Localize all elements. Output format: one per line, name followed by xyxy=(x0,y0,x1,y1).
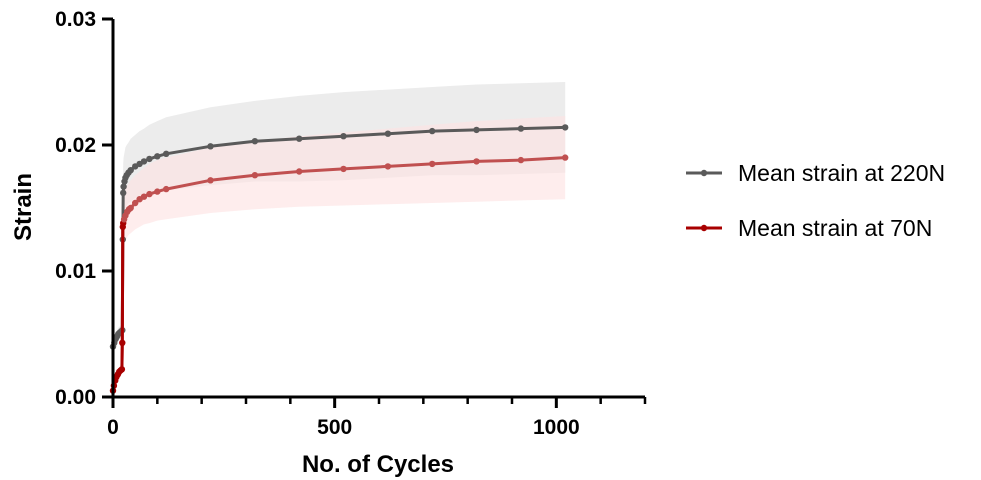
point-series-1 xyxy=(120,183,127,190)
point-series-2 xyxy=(207,177,214,184)
y-axis-title: Strain xyxy=(10,173,37,241)
point-series-2 xyxy=(340,165,347,173)
point-series-2 xyxy=(562,154,569,161)
point-series-1 xyxy=(517,125,525,132)
point-series-1 xyxy=(473,126,480,134)
x-tick-label: 0 xyxy=(107,416,119,439)
legend: Mean strain at 220N Mean strain at 70N xyxy=(686,160,945,241)
point-series-1 xyxy=(140,158,148,165)
point-series-2 xyxy=(140,193,148,200)
point-series-2 xyxy=(251,172,259,179)
band-series-2 xyxy=(113,116,566,395)
y-tick-label: 0.03 xyxy=(55,8,96,31)
point-series-2 xyxy=(384,163,392,170)
point-series-2 xyxy=(296,168,303,175)
point-series-2 xyxy=(119,339,126,346)
point-series-1 xyxy=(296,135,303,142)
point-series-2 xyxy=(118,366,126,373)
point-series-1 xyxy=(384,130,392,137)
point-series-1 xyxy=(207,143,214,150)
point-series-1 xyxy=(163,150,170,157)
y-tick-label: 0.01 xyxy=(55,260,96,283)
point-series-1 xyxy=(340,133,347,140)
legend-marker-series-2 xyxy=(700,224,708,232)
point-series-2 xyxy=(146,190,153,198)
x-tick-label: 1000 xyxy=(533,416,580,439)
point-series-1 xyxy=(146,155,153,163)
x-tick-label: 500 xyxy=(317,416,352,439)
legend-label-series-2: Mean strain at 70N xyxy=(738,215,932,241)
point-series-1 xyxy=(429,127,436,135)
legend-marker-series-1 xyxy=(700,169,708,177)
point-series-1 xyxy=(251,138,259,145)
point-series-2 xyxy=(154,188,161,195)
point-series-1 xyxy=(154,153,161,160)
point-series-2 xyxy=(132,199,139,207)
y-tick-label: 0.00 xyxy=(55,386,96,409)
point-series-1 xyxy=(127,167,134,174)
point-series-2 xyxy=(127,204,134,212)
confidence-bands xyxy=(113,82,566,395)
point-series-1 xyxy=(562,124,569,131)
axis-ticks: 0.00 0.01 0.02 0.03 0 500 1000 xyxy=(55,8,647,439)
x-axis-title: No. of Cycles xyxy=(302,451,454,478)
point-series-2 xyxy=(429,160,436,168)
point-series-1 xyxy=(120,189,127,197)
y-tick-label: 0.02 xyxy=(55,134,96,157)
point-series-2 xyxy=(517,156,525,164)
legend-label-series-1: Mean strain at 220N xyxy=(738,160,945,186)
line-series-2-early xyxy=(111,222,125,391)
point-series-2 xyxy=(473,158,480,165)
series-lines xyxy=(109,124,569,394)
point-series-2 xyxy=(163,185,170,193)
